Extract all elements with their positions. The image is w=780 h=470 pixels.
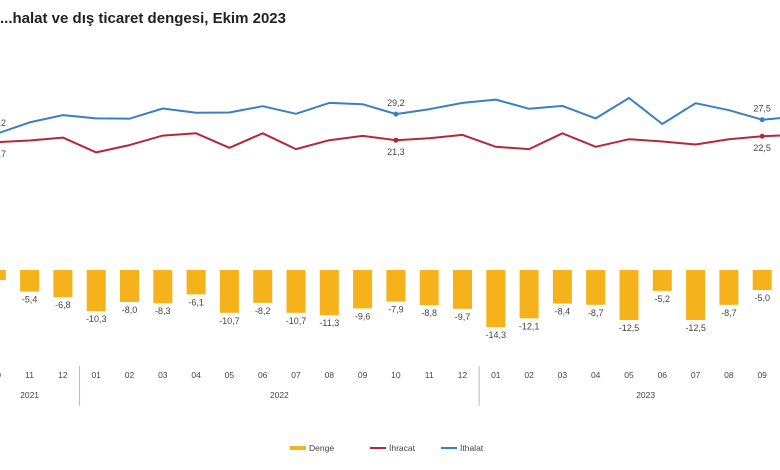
ihracat-point-12 — [393, 137, 399, 143]
x-tick-10: 08 — [325, 370, 335, 380]
x-tick-15: 01 — [491, 370, 501, 380]
bar-denge-12 — [53, 270, 73, 298]
x-tick-20: 06 — [658, 370, 668, 380]
bar-label-9: -10,7 — [286, 316, 307, 326]
ihracat-label-0: ,7 — [0, 149, 6, 159]
bar-denge-04 — [586, 270, 606, 305]
bar-label-11: -9,6 — [355, 311, 371, 321]
x-tick-14: 12 — [458, 370, 468, 380]
bar-label-19: -12,5 — [619, 323, 640, 333]
x-tick-21: 07 — [691, 370, 701, 380]
ithalat-label-0: ,2 — [0, 118, 6, 128]
ihracat-point-23 — [759, 133, 765, 139]
bar-label-6: -6,1 — [188, 297, 204, 307]
bar-denge-07 — [686, 270, 706, 320]
legend-label-ithalat: İthalat — [460, 443, 484, 453]
x-tick-13: 11 — [425, 370, 434, 380]
ihracat-label-23: 22,5 — [753, 143, 771, 153]
bar-denge-02 — [120, 270, 139, 302]
x-tick-5: 03 — [158, 370, 168, 380]
bar-label-18: -8,7 — [588, 308, 604, 318]
chart-title: ...halat ve dış ticaret dengesi, Ekim 20… — [0, 10, 286, 27]
x-tick-1: 11 — [25, 370, 34, 380]
bar-label-21: -12,5 — [685, 323, 706, 333]
bar-denge-02 — [519, 270, 539, 319]
bar-label-20: -5,2 — [655, 294, 671, 304]
ithalat-label-12: 29,2 — [387, 98, 405, 108]
bar-denge-12 — [453, 270, 472, 309]
bar-label-8: -8,2 — [255, 306, 271, 316]
x-tick-2: 12 — [58, 370, 68, 380]
x-tick-22: 08 — [724, 370, 734, 380]
bar-label-23: -5,0 — [754, 293, 770, 303]
bar-label-16: -12,1 — [519, 321, 540, 331]
ihracat-label-12: 21,3 — [387, 147, 405, 157]
bar-label-10: -11,3 — [319, 318, 339, 328]
bar-denge-01 — [86, 270, 106, 312]
bar-denge-03 — [153, 270, 173, 304]
bar-denge-07 — [286, 270, 306, 313]
bar-label-12: -7,9 — [388, 305, 404, 315]
ithalat-point-23 — [759, 117, 765, 123]
bar-denge-09 — [353, 270, 373, 309]
bar-denge-10 — [0, 270, 6, 280]
bar-label-15: -14,3 — [486, 330, 507, 340]
x-tick-6: 04 — [191, 370, 201, 380]
bar-label-1: -5,4 — [22, 295, 38, 305]
x-tick-19: 05 — [624, 370, 634, 380]
x-tick-17: 03 — [558, 370, 568, 380]
bar-denge-10 — [386, 270, 406, 302]
x-tick-0: 10 — [0, 370, 1, 380]
bar-label-22: -8,7 — [721, 308, 737, 318]
bar-label-13: -8,8 — [421, 308, 437, 318]
bar-label-4: -8,0 — [122, 305, 138, 315]
bar-denge-06 — [253, 270, 273, 303]
legend-label-ihracat: İhracat — [389, 443, 416, 453]
bar-denge-08 — [319, 270, 339, 316]
bar-denge-05 — [219, 270, 239, 313]
bar-denge-11 — [419, 270, 439, 306]
bar-denge-05 — [619, 270, 639, 320]
legend-swatch-denge — [290, 446, 306, 450]
bar-denge-04 — [186, 270, 206, 295]
year-label-2023: 2023 — [636, 390, 655, 400]
bar-denge-09 — [752, 270, 772, 290]
bar-denge-06 — [652, 270, 672, 291]
legend-label-denge: Denge — [309, 443, 334, 453]
x-tick-16: 02 — [524, 370, 534, 380]
bar-denge-11 — [20, 270, 40, 292]
x-tick-18: 04 — [591, 370, 601, 380]
x-tick-12: 10 — [391, 370, 401, 380]
x-tick-3: 01 — [91, 370, 101, 380]
year-label-2022: 2022 — [270, 390, 289, 400]
bar-label-5: -8,3 — [155, 306, 171, 316]
x-tick-9: 07 — [291, 370, 301, 380]
bar-denge-08 — [719, 270, 739, 305]
x-tick-23: 09 — [757, 370, 767, 380]
bar-label-2: -6,8 — [55, 300, 71, 310]
ithalat-point-12 — [393, 111, 399, 117]
bar-denge-01 — [486, 270, 506, 328]
bar-label-14: -9,7 — [455, 312, 471, 322]
x-tick-4: 02 — [125, 370, 135, 380]
x-tick-7: 05 — [225, 370, 235, 380]
x-tick-11: 09 — [358, 370, 368, 380]
year-label-2021: 2021 — [20, 390, 39, 400]
bar-label-7: -10,7 — [219, 316, 240, 326]
x-tick-8: 06 — [258, 370, 268, 380]
ithalat-label-23: 27,5 — [753, 104, 771, 114]
bar-label-17: -8,4 — [555, 307, 571, 317]
bar-denge-03 — [552, 270, 572, 304]
bar-label-3: -10,3 — [86, 314, 107, 324]
